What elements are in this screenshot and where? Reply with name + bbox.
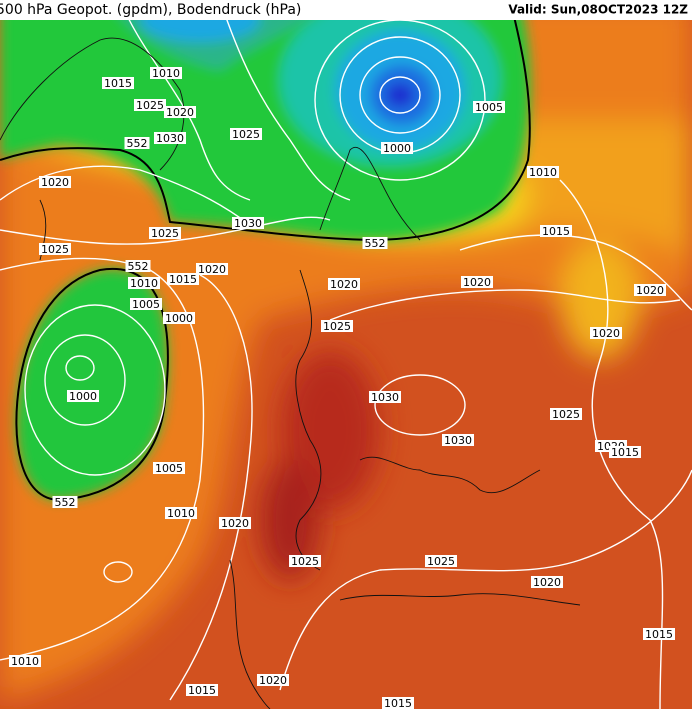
valid-time: Valid: Sun,08OCT2023 12Z bbox=[508, 3, 688, 17]
label-box bbox=[643, 628, 675, 640]
label-box bbox=[289, 555, 321, 567]
label-box bbox=[531, 576, 563, 588]
label-box bbox=[134, 99, 166, 111]
coastlines bbox=[0, 37, 581, 709]
label-box bbox=[52, 496, 78, 508]
isobar-label: 1010 bbox=[11, 655, 39, 668]
label-box bbox=[609, 446, 641, 458]
isobar-label: 1000 bbox=[383, 142, 411, 155]
label-box bbox=[442, 434, 474, 446]
map-title: 500 hPa Geopot. (gpdm), Bodendruck (hPa) bbox=[0, 2, 301, 18]
isobar-label: 1010 bbox=[130, 277, 158, 290]
isobar-label: 1010 bbox=[167, 507, 195, 520]
isobar-label: 1020 bbox=[330, 278, 358, 291]
isobar-label: 1020 bbox=[198, 263, 226, 276]
contour-labels: 1015101010251020103055210251020102510301… bbox=[9, 67, 675, 709]
label-box bbox=[369, 391, 401, 403]
label-box bbox=[167, 273, 199, 285]
isobar-label: 1030 bbox=[234, 217, 262, 230]
isobar-label: 1020 bbox=[259, 674, 287, 687]
isobar-label: 1025 bbox=[291, 555, 319, 568]
label-box bbox=[257, 674, 289, 686]
label-box bbox=[102, 77, 134, 89]
isobar-label: 1030 bbox=[156, 132, 184, 145]
isobar-label: 552 bbox=[55, 496, 76, 509]
isobar-label: 1010 bbox=[152, 67, 180, 80]
isobar-label: 1020 bbox=[533, 576, 561, 589]
label-box bbox=[154, 132, 186, 144]
label-box bbox=[461, 276, 493, 288]
label-box bbox=[232, 217, 264, 229]
label-box bbox=[634, 284, 666, 296]
isobar-label: 1020 bbox=[221, 517, 249, 530]
isobar-label: 552 bbox=[128, 260, 149, 273]
isobar-label: 1015 bbox=[104, 77, 132, 90]
label-box bbox=[153, 462, 185, 474]
isobar-label: 1025 bbox=[41, 243, 69, 256]
isobar-label: 1015 bbox=[645, 628, 673, 641]
isobar-label: 1015 bbox=[611, 446, 639, 459]
label-box bbox=[230, 128, 262, 140]
label-box bbox=[590, 327, 622, 339]
label-box bbox=[219, 517, 251, 529]
label-box bbox=[125, 260, 151, 272]
isobar-label: 1025 bbox=[323, 320, 351, 333]
label-box bbox=[550, 408, 582, 420]
contour-552 bbox=[0, 0, 531, 242]
label-box bbox=[165, 507, 197, 519]
header-bar bbox=[0, 0, 692, 20]
label-box bbox=[473, 101, 505, 113]
isobar-label: 1015 bbox=[169, 273, 197, 286]
isobar-label: 1020 bbox=[166, 106, 194, 119]
label-box bbox=[362, 237, 388, 249]
label-box bbox=[149, 227, 181, 239]
label-box bbox=[130, 298, 162, 310]
label-box bbox=[381, 142, 413, 154]
label-box bbox=[196, 263, 228, 275]
isobar-label: 1005 bbox=[132, 298, 160, 311]
isobar-label: 1030 bbox=[371, 391, 399, 404]
label-box bbox=[39, 243, 71, 255]
isobar-label: 1015 bbox=[542, 225, 570, 238]
isobar-label: 552 bbox=[365, 237, 386, 250]
label-box bbox=[67, 390, 99, 402]
isobar-label: 1025 bbox=[427, 555, 455, 568]
isobar-label: 1000 bbox=[165, 312, 193, 325]
isobar-label: 1005 bbox=[155, 462, 183, 475]
isobar-label: 1020 bbox=[463, 276, 491, 289]
label-box bbox=[164, 106, 196, 118]
label-box bbox=[527, 166, 559, 178]
isobar-label: 552 bbox=[127, 137, 148, 150]
label-box bbox=[163, 312, 195, 324]
label-box bbox=[186, 684, 218, 696]
label-box bbox=[128, 277, 160, 289]
isobar-label: 1015 bbox=[384, 697, 412, 709]
label-box bbox=[124, 137, 150, 149]
label-box bbox=[540, 225, 572, 237]
isobar-label: 1025 bbox=[136, 99, 164, 112]
label-box bbox=[9, 655, 41, 667]
isobar-label: 1005 bbox=[475, 101, 503, 114]
label-box bbox=[321, 320, 353, 332]
label-box bbox=[150, 67, 182, 79]
isobar-label: 1020 bbox=[41, 176, 69, 189]
isobar-label: 1025 bbox=[232, 128, 260, 141]
label-box bbox=[39, 176, 71, 188]
isobar-label: 1030 bbox=[444, 434, 472, 447]
isobar-label: 1010 bbox=[529, 166, 557, 179]
isobar-label: 1000 bbox=[69, 390, 97, 403]
label-box bbox=[328, 278, 360, 290]
isobar-label: 1020 bbox=[636, 284, 664, 297]
isobar-label: 1020 bbox=[592, 327, 620, 340]
isobar-label: 1025 bbox=[151, 227, 179, 240]
label-box bbox=[382, 697, 414, 709]
label-box bbox=[425, 555, 457, 567]
isobar-label: 1015 bbox=[188, 684, 216, 697]
isobar-label: 1025 bbox=[552, 408, 580, 421]
